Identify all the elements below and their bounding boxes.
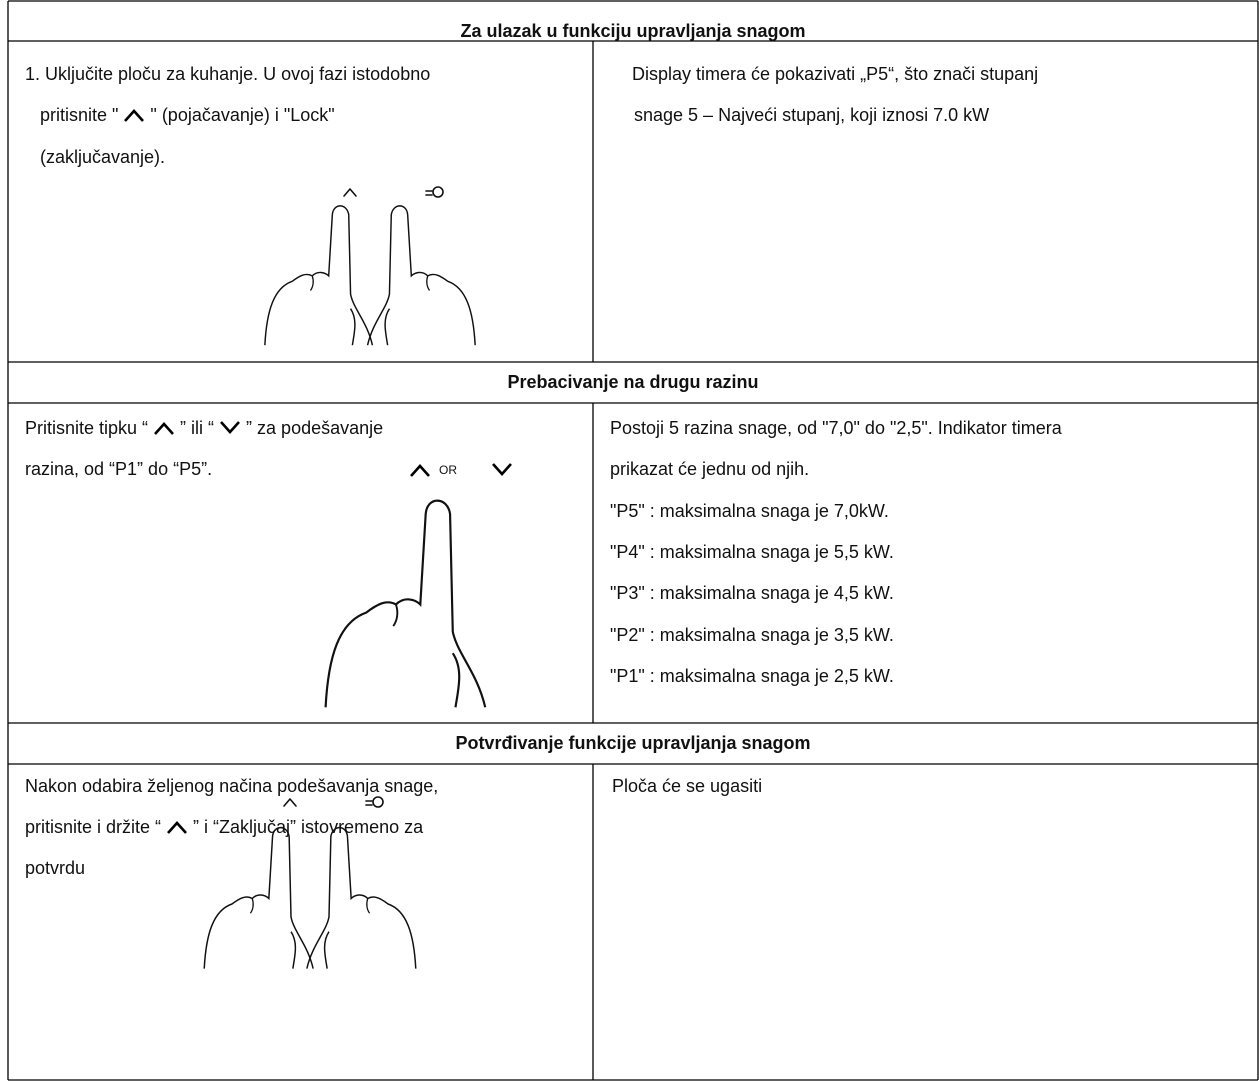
text: razina, od “P1” do “P5”. [25, 459, 213, 479]
text: Postoji 5 razina snage, od "7,0" do "2,5… [610, 418, 1062, 438]
text: potvrdu [25, 858, 86, 878]
text: " (pojačavanje) i "Lock" [150, 105, 335, 125]
text-line: "P2" : maksimalna snaga je 3,5 kW. [610, 624, 894, 646]
down-icon [491, 463, 513, 477]
down-icon [219, 421, 241, 435]
section-heading: Za ulazak u funkciju upravljanja snagom [460, 21, 806, 41]
hand-illustration [324, 499, 487, 709]
text-line: Nakon odabira željenog načina podešavanj… [25, 775, 438, 797]
text: pritisnite " [40, 105, 119, 125]
text: "P4" : maksimalna snaga je 5,5 kW. [610, 541, 894, 562]
text: Display timera će pokazivati „P5“, što z… [632, 64, 1039, 84]
text: "P3" : maksimalna snaga je 4,5 kW. [610, 583, 894, 604]
up-icon [123, 108, 145, 122]
text: (zaključavanje). [40, 147, 166, 167]
text-line: (zaključavanje). [40, 146, 165, 168]
text: ” i “Zaključaj” istovremeno za [193, 817, 424, 837]
text-line: Display timera će pokazivati „P5“, što z… [632, 63, 1038, 85]
text-line: Postoji 5 razina snage, od "7,0" do "2,5… [610, 417, 1062, 439]
section-heading: Prebacivanje na drugu razinu [507, 372, 759, 392]
text-line: razina, od “P1” do “P5”. [25, 458, 212, 480]
illustration-label: OR [439, 463, 457, 477]
up-icon [153, 421, 175, 435]
two-hands-illustration [203, 796, 417, 970]
text-line: "P3" : maksimalna snaga je 4,5 kW. [610, 582, 894, 604]
up-icon [166, 820, 188, 834]
text: "P5" : maksimalna snaga je 7,0kW. [610, 500, 889, 521]
text-line: pritisnite " " (pojačavanje) i "Lock" [40, 104, 335, 126]
text-line: prikazat će jednu od njih. [610, 458, 809, 480]
two-hands-illustration [264, 186, 476, 346]
text: Nakon odabira željenog načina podešavanj… [25, 776, 439, 796]
text: "P2" : maksimalna snaga je 3,5 kW. [610, 624, 894, 645]
illustration-label-row: OR [405, 460, 520, 480]
section-heading: Potvrđivanje funkcije upravljanja snagom [455, 733, 811, 753]
text: 1. Uključite ploču za kuhanje. U ovoj fa… [25, 64, 431, 84]
text: ” za podešavanje [246, 418, 384, 438]
text-line: "P1" : maksimalna snaga je 2,5 kW. [610, 665, 894, 687]
text-line: "P5" : maksimalna snaga je 7,0kW. [610, 500, 889, 522]
text: "P1" : maksimalna snaga je 2,5 kW. [610, 665, 894, 686]
text-line: Ploča će se ugasiti [612, 775, 762, 797]
text: pritisnite i držite “ [25, 817, 162, 837]
text-line: "P4" : maksimalna snaga je 5,5 kW. [610, 541, 894, 563]
text-line: potvrdu [25, 857, 85, 879]
text: ” ili “ [180, 418, 215, 438]
text-line: snage 5 – Najveći stupanj, koji iznosi 7… [634, 104, 989, 126]
text: prikazat će jednu od njih. [610, 459, 810, 480]
text: snage 5 – Najveći stupanj, koji iznosi 7… [634, 105, 990, 125]
text-line: 1. Uključite ploču za kuhanje. U ovoj fa… [25, 63, 430, 85]
text-line: Pritisnite tipku “ ” ili “ ” za podešavanj… [25, 417, 383, 439]
text: Pritisnite tipku “ [25, 418, 149, 438]
up-icon [409, 463, 431, 477]
text: Ploča će se ugasiti [612, 776, 763, 796]
text-line: pritisnite i držite “ ” i “Zaključaj” ist… [25, 816, 423, 838]
